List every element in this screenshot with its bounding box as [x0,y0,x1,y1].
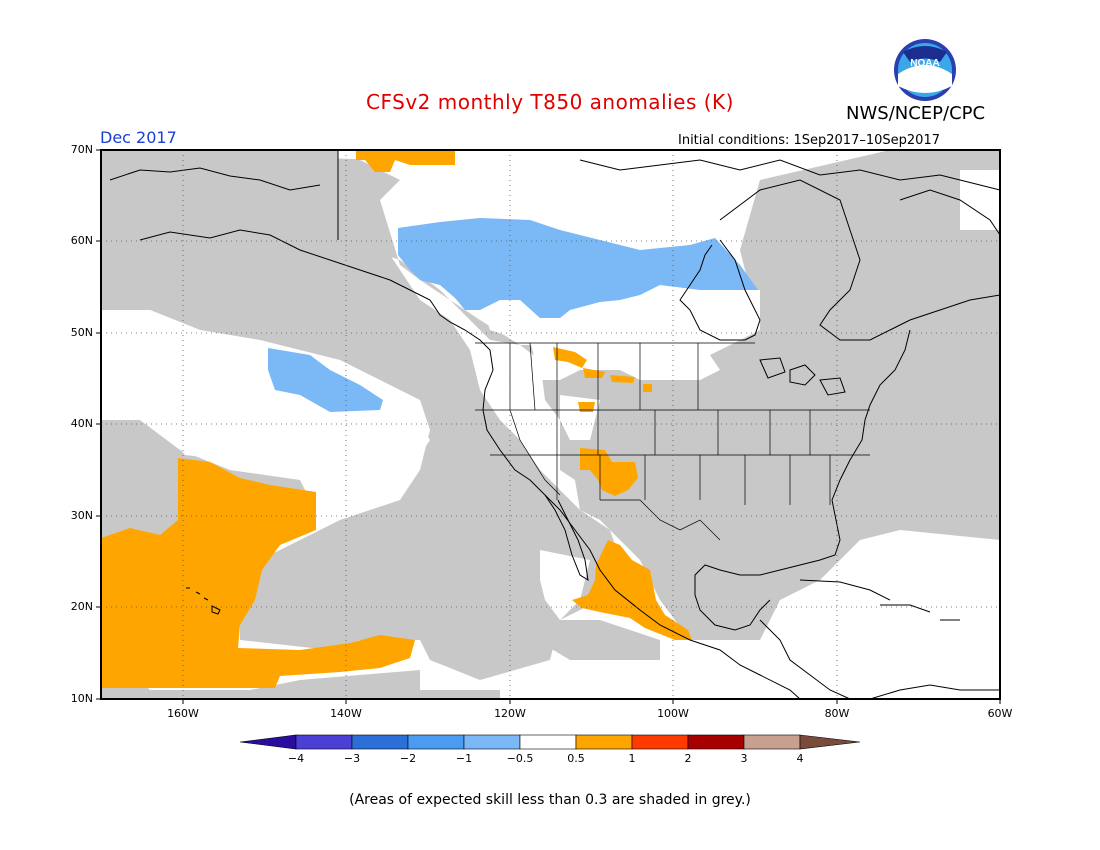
lon-label-60w: 60W [987,707,1013,720]
colorbar-left-arrow [239,734,297,750]
colorbar-label: −1 [455,752,473,765]
axis-ticks [96,149,1001,704]
colorbar-label: 4 [796,752,804,765]
lon-label-80w: 80W [824,707,850,720]
lat-label-70n: 70N [70,143,93,156]
colorbar-label: −3 [343,752,361,765]
colorbar-label: 2 [684,752,692,765]
colorbar-label: 3 [740,752,748,765]
colorbar-label: 0.5 [567,752,585,765]
initial-conditions: Initial conditions: 1Sep2017–10Sep2017 [678,133,940,148]
skill-footnote: (Areas of expected skill less than 0.3 a… [349,792,751,808]
lon-label-100w: 100W [657,707,689,720]
colorbar-label: 1 [628,752,636,765]
forecast-month: Dec 2017 [100,128,177,147]
agency-label: NWS/NCEP/CPC [846,103,986,124]
lat-label-10n: 10N [70,692,93,705]
lat-label-30n: 30N [70,509,93,522]
negative-anomaly-areas [268,218,758,412]
colorbar-label: −0.5 [506,752,534,765]
lat-label-20n: 20N [70,600,93,613]
lat-label-50n: 50N [70,326,93,339]
positive-anomaly-areas [101,150,692,688]
colorbar-right-arrow [799,734,861,750]
colorbar [239,734,861,750]
lat-label-60n: 60N [70,234,93,247]
lon-label-140w: 140W [330,707,362,720]
lon-label-160w: 160W [167,707,199,720]
lat-label-40n: 40N [70,417,93,430]
political-borders [475,342,870,541]
colorbar-label: −4 [287,752,305,765]
map-title: CFSv2 monthly T850 anomalies (K) [366,90,734,114]
colorbar-label: −2 [399,752,417,765]
lon-label-120w: 120W [494,707,526,720]
